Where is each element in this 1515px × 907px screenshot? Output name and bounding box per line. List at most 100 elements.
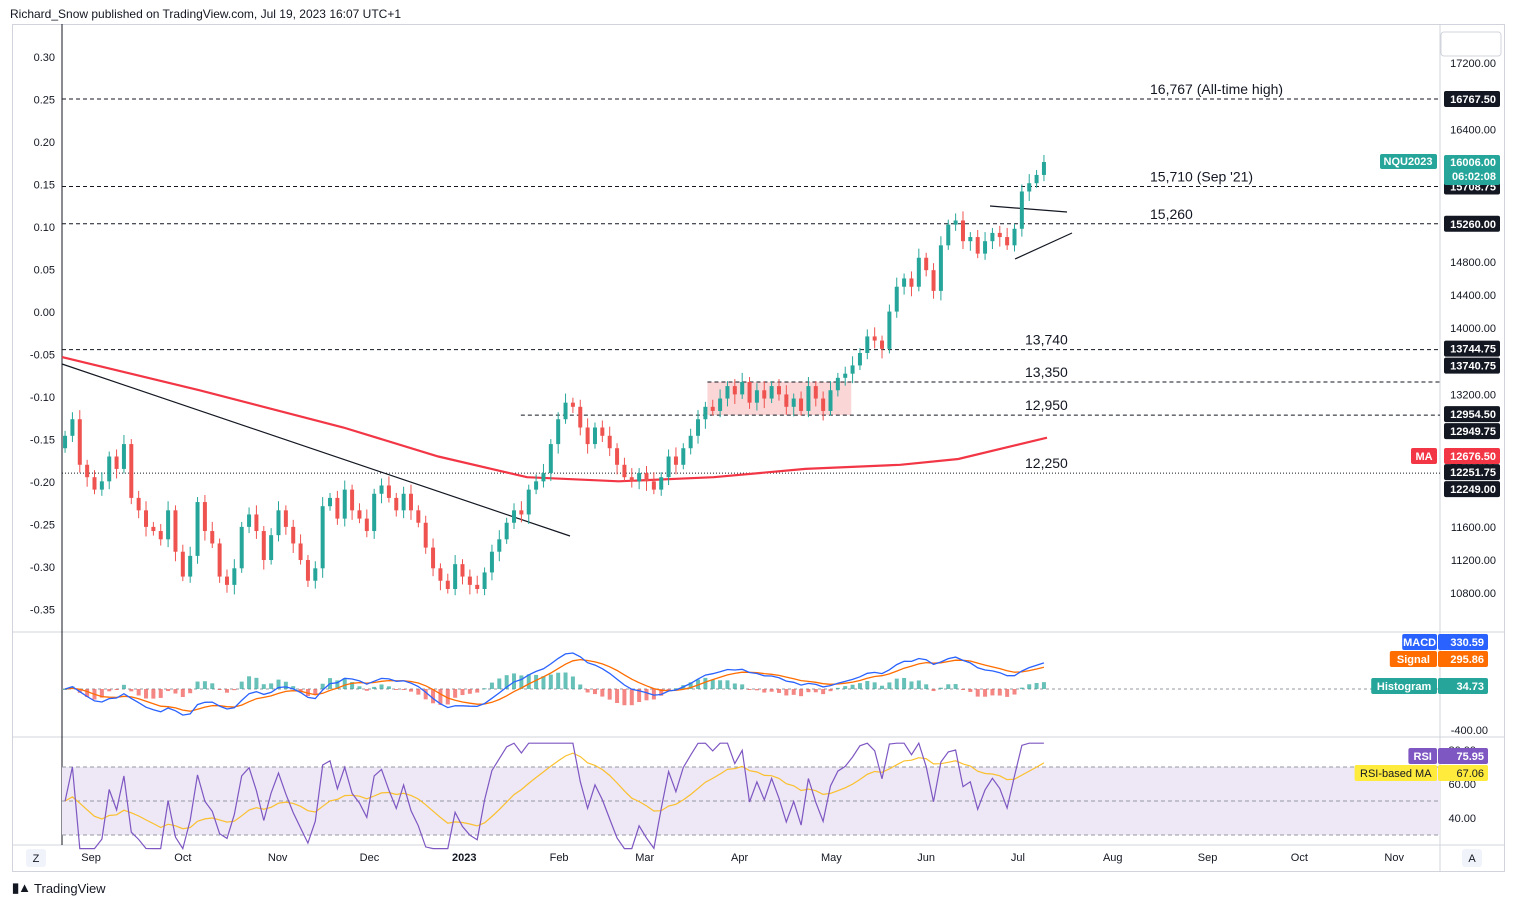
signal-line — [65, 658, 1045, 712]
rsi-label-bg — [1408, 748, 1437, 764]
candle — [622, 464, 627, 478]
signal-value-bg — [1438, 651, 1488, 667]
left-axis-tick: -0.10 — [30, 392, 55, 404]
auto-scale-button[interactable]: A — [1468, 853, 1476, 865]
level-label: 15,710 (Sep '21) — [1150, 169, 1253, 185]
macd-histogram-bar — [887, 682, 892, 689]
candle — [732, 386, 737, 395]
candle — [210, 531, 215, 544]
macd-histogram-bar — [144, 689, 149, 699]
tradingview-logo[interactable]: ▮▲ TradingView — [12, 880, 106, 896]
candle — [659, 477, 664, 490]
signal-label: Signal — [1397, 654, 1430, 666]
macd-histogram-bar — [703, 677, 708, 689]
macd-histogram-bar — [210, 683, 215, 689]
candle — [637, 473, 642, 482]
macd-histogram-bar — [813, 689, 818, 693]
level-label: 15,260 — [1150, 206, 1193, 222]
macd-histogram-bar — [151, 689, 156, 699]
candle — [107, 456, 112, 482]
macd-histogram-bar — [276, 679, 281, 689]
macd-histogram-bar — [217, 689, 222, 690]
macd-histogram-bar — [232, 689, 237, 691]
candle — [534, 481, 539, 490]
price-axis-tick: 17200.00 — [1450, 58, 1496, 70]
candle — [254, 514, 259, 532]
macd-histogram-bar — [1041, 682, 1046, 689]
ma-label: MA — [1415, 451, 1432, 463]
macd-histogram-bar — [688, 682, 693, 689]
candle — [909, 278, 914, 287]
candle — [504, 522, 509, 540]
macd-histogram-bar — [600, 689, 605, 697]
left-axis-tick: -0.30 — [30, 562, 55, 574]
level-price-tag-bg — [1444, 464, 1500, 481]
level-label: 13,740 — [1025, 332, 1068, 348]
candle — [298, 543, 303, 561]
candle — [865, 336, 870, 353]
candle — [902, 278, 907, 287]
level-price-tag-bg — [1444, 340, 1500, 357]
macd-axis-tick: -400.00 — [1451, 725, 1488, 737]
candle — [740, 381, 745, 395]
candle — [217, 543, 222, 577]
candle — [526, 489, 531, 515]
candle — [77, 419, 82, 465]
time-axis-tick: Nov — [268, 852, 288, 864]
rsi-axis-tick: 40.00 — [1448, 813, 1476, 825]
macd-histogram-bar — [188, 689, 193, 694]
macd-histogram-bar — [467, 689, 472, 694]
candle — [70, 419, 75, 436]
candle — [276, 510, 281, 536]
macd-histogram-bar — [747, 689, 752, 690]
macd-histogram-bar — [121, 684, 126, 689]
macd-histogram-bar — [615, 689, 620, 704]
candle — [489, 551, 494, 573]
macd-histogram-bar — [386, 686, 391, 689]
macd-histogram-bar — [673, 688, 678, 690]
candle — [762, 390, 767, 399]
histogram-value: 34.73 — [1456, 681, 1484, 693]
macd-histogram-bar — [541, 676, 546, 689]
candle — [305, 560, 310, 581]
level-price-tag-bg — [1444, 481, 1500, 498]
candle — [136, 497, 141, 511]
level-price-tag: 12251.75 — [1450, 467, 1496, 479]
macd-histogram-bar — [997, 689, 1002, 696]
macd-histogram-bar — [902, 677, 907, 689]
macd-histogram-bar — [629, 689, 634, 706]
candle — [997, 232, 1002, 238]
candle — [754, 390, 759, 403]
macd-histogram-bar — [166, 689, 171, 692]
ma-price-tag-bg — [1444, 448, 1500, 464]
candle — [224, 576, 229, 585]
chart-control-button — [1440, 31, 1502, 57]
ma-price-tag: 12676.50 — [1450, 451, 1496, 463]
candle — [570, 402, 575, 407]
macd-histogram-bar — [158, 689, 163, 698]
candle — [644, 473, 649, 482]
macd-histogram-bar — [578, 684, 583, 689]
macd-histogram-bar — [431, 689, 436, 704]
candle — [953, 220, 958, 225]
histogram-label: Histogram — [1377, 681, 1432, 693]
macd-histogram-bar — [202, 681, 207, 689]
macd-histogram-bar — [916, 680, 921, 689]
price-axis-tick: 11600.00 — [1451, 522, 1496, 534]
left-axis-tick: -0.25 — [30, 520, 55, 532]
zoom-button[interactable]: Z — [33, 853, 40, 865]
candle — [92, 477, 97, 490]
time-axis-tick: Oct — [174, 852, 191, 864]
macd-histogram-bar — [637, 689, 642, 703]
macd-histogram-bar — [423, 689, 428, 700]
macd-histogram-bar — [776, 689, 781, 693]
candle — [776, 386, 781, 395]
candle — [423, 522, 428, 548]
macd-histogram-bar — [894, 678, 899, 689]
macd-histogram-bar — [975, 689, 980, 697]
candle — [144, 510, 149, 527]
macd-histogram-bar — [114, 689, 119, 690]
candle — [563, 402, 568, 420]
macd-histogram-bar — [475, 689, 480, 693]
